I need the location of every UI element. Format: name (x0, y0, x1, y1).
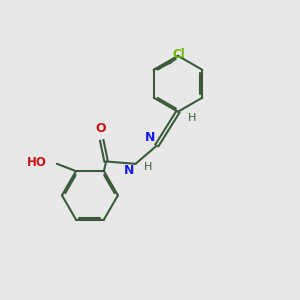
Text: H: H (188, 113, 197, 123)
Text: O: O (95, 122, 106, 135)
Text: HO: HO (27, 156, 46, 169)
Text: Cl: Cl (172, 48, 185, 61)
Text: H: H (144, 162, 152, 172)
Text: N: N (145, 131, 155, 144)
Text: N: N (124, 164, 134, 177)
